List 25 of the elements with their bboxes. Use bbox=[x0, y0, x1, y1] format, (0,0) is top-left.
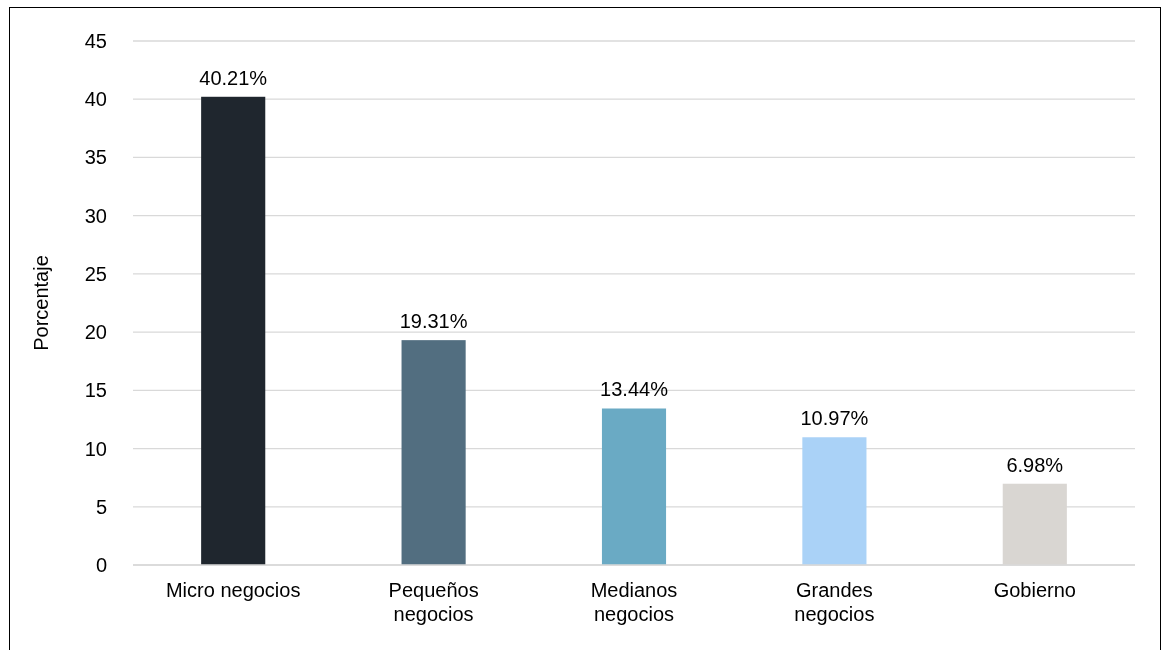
y-tick-label: 35 bbox=[84, 146, 107, 169]
y-tick-label: 5 bbox=[95, 495, 107, 518]
y-tick-label: 15 bbox=[84, 379, 107, 402]
bar bbox=[201, 96, 266, 565]
data-label: 40.21% bbox=[199, 66, 268, 89]
y-tick-label: 30 bbox=[84, 204, 107, 227]
x-tick-label: Grandes negocios bbox=[794, 579, 875, 625]
y-tick-label: 45 bbox=[84, 30, 107, 52]
data-label: 10.97% bbox=[800, 407, 869, 430]
bar bbox=[802, 437, 867, 565]
x-tick-label: Micro negocios bbox=[165, 579, 301, 601]
bar bbox=[401, 340, 466, 565]
y-tick-label: 0 bbox=[95, 554, 107, 576]
x-tick-label: Pequeños negocios bbox=[388, 579, 479, 625]
y-tick-label: 20 bbox=[84, 321, 107, 344]
data-label: 19.31% bbox=[399, 310, 468, 333]
data-label: 6.98% bbox=[1006, 453, 1064, 476]
x-tick-label: Medianos negocios bbox=[590, 579, 678, 625]
bar bbox=[601, 408, 667, 565]
data-label: 13.44% bbox=[600, 378, 669, 401]
y-tick-label: 40 bbox=[84, 88, 107, 111]
y-tick-label: 25 bbox=[84, 262, 107, 285]
y-tick-label: 10 bbox=[84, 437, 107, 460]
x-tick-label: Gobierno bbox=[993, 579, 1076, 601]
y-axis-title: Porcentaje bbox=[30, 255, 52, 351]
